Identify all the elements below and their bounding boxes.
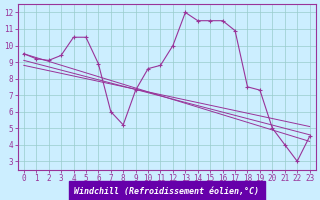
X-axis label: Windchill (Refroidissement éolien,°C): Windchill (Refroidissement éolien,°C) — [74, 187, 259, 196]
